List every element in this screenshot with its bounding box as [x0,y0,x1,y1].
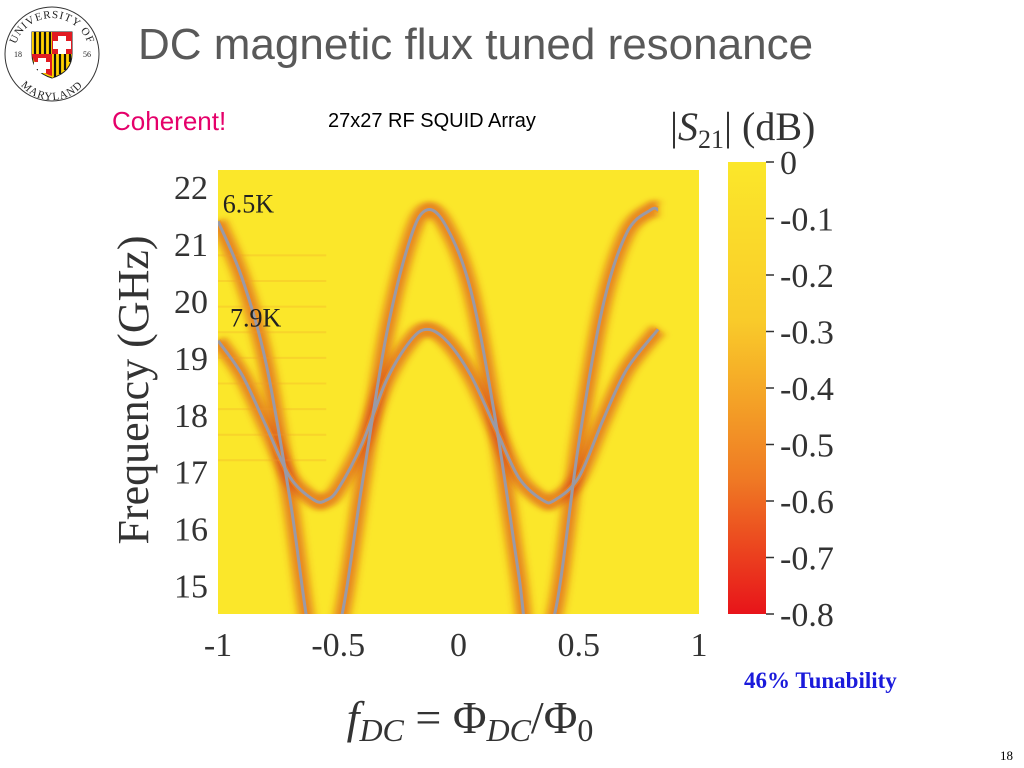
chart-subtitle: 27x27 RF SQUID Array [328,110,536,132]
colorbar-tick-label: -0.1 [780,202,834,239]
x-tick-label: -1 [204,627,232,664]
university-seal-logo: UNIVERSITY OF MARYLAND 18 56 [4,6,100,103]
slide-title: DC magnetic flux tuned resonance [138,20,814,69]
x-tick-labels: -1 -0.5 0 0.5 1 [204,627,708,664]
fit-curve-1 [218,327,660,505]
y-tick-label: 20 [174,284,208,321]
y-tick-label: 21 [174,227,208,264]
colorbar-tick-label: -0.8 [780,597,834,634]
x-axis-label: fDC = ΦDC/Φ0 [347,692,594,748]
svg-text:18: 18 [14,50,22,59]
x-tick-label: -0.5 [311,627,365,664]
colorbar-tick-label: 0 [780,145,797,182]
y-tick-label: 15 [174,569,208,606]
y-tick-label: 16 [174,512,208,549]
y-axis-label: Frequency (GHz) [109,235,158,544]
y-tick-labels: 15 16 17 18 19 20 21 22 [174,170,208,605]
y-tick-label: 17 [174,455,208,492]
series-label-6-5k: 6.5K [223,190,275,219]
y-tick-label: 22 [174,170,208,207]
colorbar-tick-label: -0.4 [780,371,834,408]
colorbar-tick-label: -0.2 [780,258,834,295]
y-tick-label: 19 [174,341,208,378]
x-tick-label: 0 [450,627,467,664]
x-tick-label: 0.5 [558,627,601,664]
fit-curve-0 [218,206,659,614]
colorbar-label: |S21| (dB) [670,104,815,154]
tunability-note: 46% Tunability [744,668,897,693]
colorbar-tick-label: -0.3 [780,315,834,352]
page-number: 18 [1000,748,1013,763]
y-tick-label: 18 [174,398,208,435]
colorbar-tick-label: -0.6 [780,484,834,521]
colorbar-tick-labels: 0 -0.1 -0.2 -0.3 -0.4 -0.5 -0.6 -0.7 -0.8 [766,145,834,634]
colorbar [728,162,766,614]
svg-text:56: 56 [83,50,91,59]
colorbar-tick-label: -0.5 [780,428,834,465]
colorbar-tick-label: -0.7 [780,541,834,578]
coherent-note: Coherent! [112,106,227,136]
x-tick-label: 1 [691,627,708,664]
series-label-7-9k: 7.9K [230,304,282,333]
fit-curves [218,206,660,614]
